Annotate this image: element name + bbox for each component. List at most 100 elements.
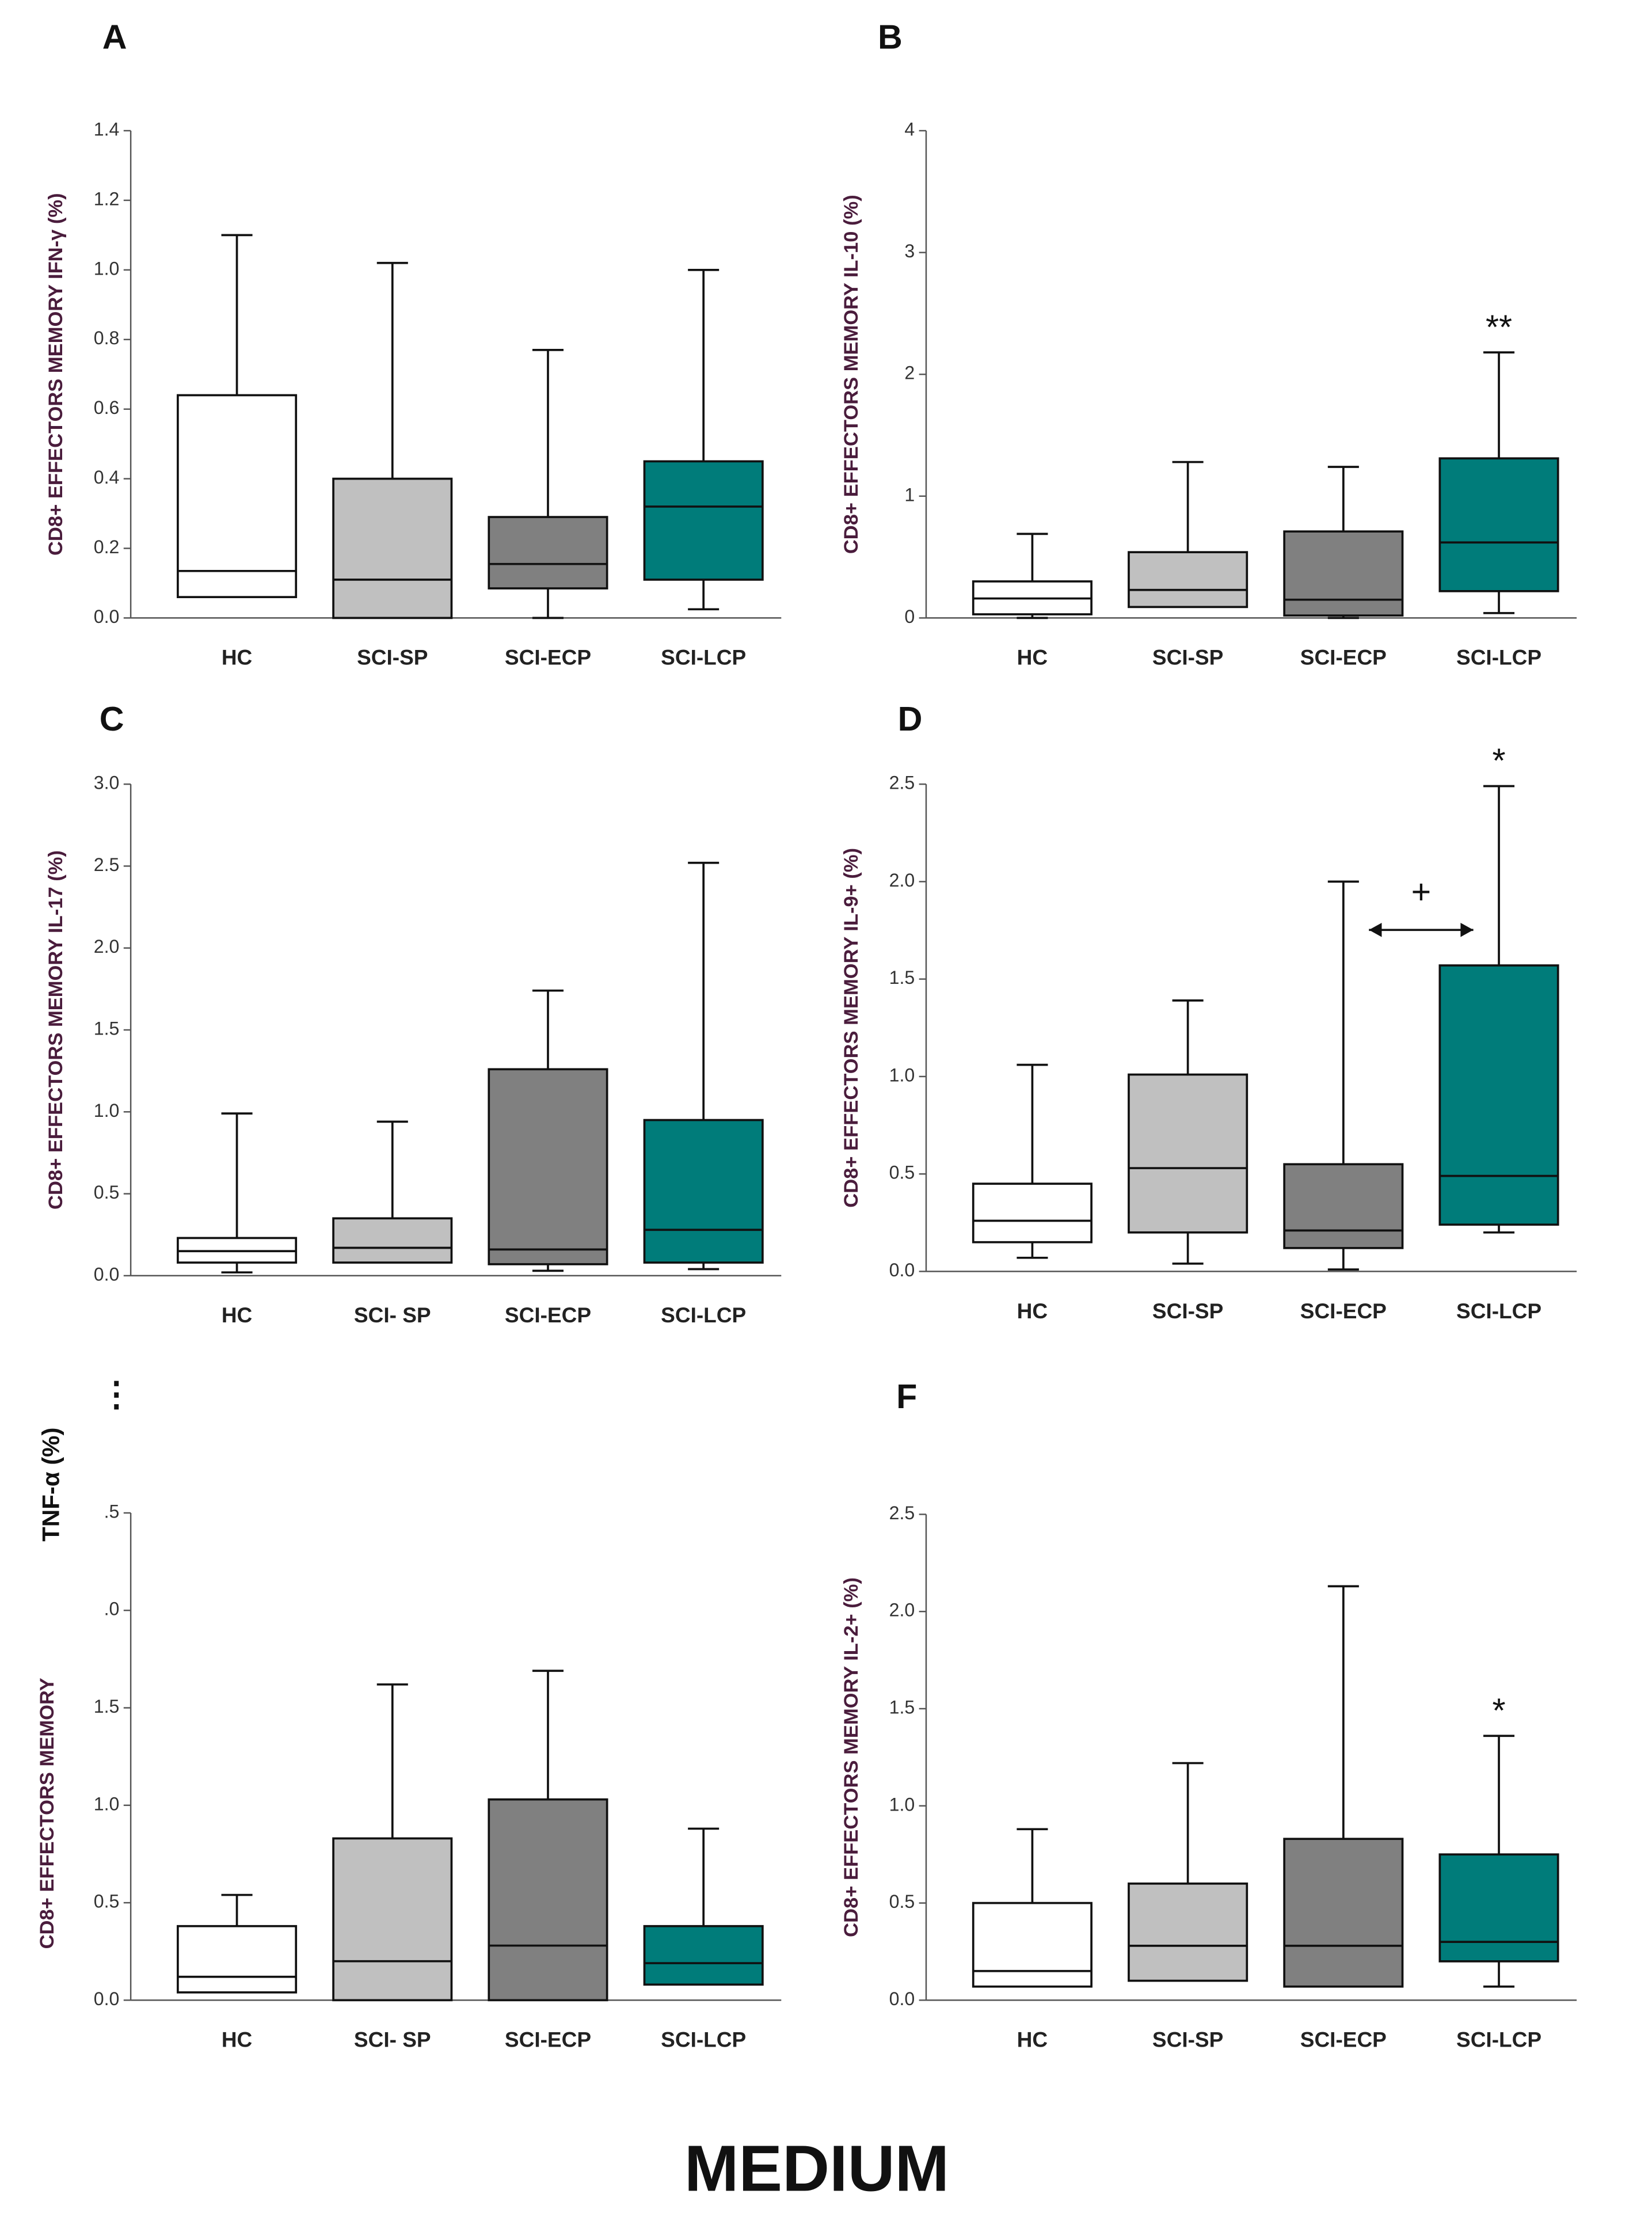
y-axis-label: CD8+ EFFECTORS MEMORY IL-17 (%) xyxy=(45,850,67,1210)
y-tick-label: 0.2 xyxy=(94,537,120,557)
x-tick-label: HC xyxy=(1017,645,1048,670)
y-axis-label-unit: TNF-α (%) xyxy=(37,1428,64,1542)
y-tick-label: 0.0 xyxy=(94,606,120,627)
panel-label: A xyxy=(102,18,127,56)
y-tick-label: 1.5 xyxy=(889,1697,915,1717)
x-tick-label: SCI-SP xyxy=(1152,1299,1223,1323)
y-tick-label: 0 xyxy=(904,606,915,627)
y-tick-label: 2.0 xyxy=(889,870,915,891)
y-tick-label: 0.5 xyxy=(889,1162,915,1183)
y-tick-label: 2.0 xyxy=(94,936,120,957)
x-tick-label: SCI-SP xyxy=(357,645,428,670)
y-tick-label: 3 xyxy=(904,241,915,261)
y-tick-label: .5 xyxy=(104,1501,120,1522)
y-tick-label: 2.5 xyxy=(889,1503,915,1523)
x-tick-label: SCI-ECP xyxy=(505,1303,591,1327)
panel-label: C xyxy=(100,699,124,738)
x-tick-label: SCI-SP xyxy=(1152,645,1223,670)
box xyxy=(1438,1853,1559,1963)
y-tick-label: 3.0 xyxy=(94,773,120,793)
y-tick-label: 1.4 xyxy=(94,119,120,139)
x-tick-label: SCI-ECP xyxy=(1300,1299,1387,1323)
y-tick-label: 0.4 xyxy=(94,467,120,488)
y-axis-label: CD8+ EFFECTORS MEMORY IL-9+ (%) xyxy=(840,848,862,1208)
x-tick-label: SCI-LCP xyxy=(1456,1299,1541,1323)
y-axis-label: CD8+ EFFECTORS MEMORY IFN-γ (%) xyxy=(45,193,67,556)
y-tick-label: 0.0 xyxy=(889,1260,915,1280)
x-tick-label: SCI-LCP xyxy=(661,645,746,670)
y-tick-label: 1.0 xyxy=(889,1794,915,1815)
y-axis-label: CD8+ EFFECTORS MEMORY xyxy=(36,1678,58,1949)
box xyxy=(1283,1163,1404,1249)
x-tick-label: SCI-SP xyxy=(1152,2028,1223,2052)
y-tick-label: 4 xyxy=(904,119,915,139)
y-tick-label: 1.0 xyxy=(94,1793,120,1814)
box xyxy=(488,1798,608,2002)
y-tick-label: 2.0 xyxy=(889,1600,915,1621)
box xyxy=(1128,1073,1248,1234)
figure-title: MEDIUM xyxy=(684,2132,949,2205)
panel-label: ⋮ xyxy=(100,1374,134,1413)
box xyxy=(1128,1882,1248,1982)
y-tick-label: 0.8 xyxy=(94,328,120,348)
comparison-mark: + xyxy=(1411,872,1432,911)
x-tick-label: HC xyxy=(222,2028,252,2052)
y-tick-label: 0.0 xyxy=(889,1988,915,2009)
y-tick-label: 1.0 xyxy=(889,1064,915,1085)
y-tick-label: 0.0 xyxy=(94,1264,120,1284)
arrow-head xyxy=(1369,922,1474,937)
panel-label: F xyxy=(896,1377,917,1416)
x-tick-label: HC xyxy=(222,1303,252,1327)
x-tick-label: SCI-ECP xyxy=(1300,645,1387,670)
y-tick-label: 0.5 xyxy=(94,1182,120,1203)
y-axis-label: CD8+ EFFECTORS MEMORY IL-10 (%) xyxy=(840,195,862,554)
y-tick-label: 2.5 xyxy=(94,854,120,875)
box xyxy=(488,1068,608,1265)
box xyxy=(177,1925,298,1994)
box xyxy=(332,477,453,619)
y-tick-label: 1 xyxy=(904,484,915,505)
box xyxy=(643,1925,764,1986)
box xyxy=(643,1119,764,1264)
box xyxy=(177,394,298,598)
box xyxy=(488,516,608,590)
box xyxy=(1283,530,1404,617)
x-tick-label: HC xyxy=(1017,2028,1048,2052)
y-tick-label: 0.6 xyxy=(94,397,120,418)
box xyxy=(972,1902,1093,1988)
significance-mark: * xyxy=(1493,1691,1506,1729)
significance-mark: * xyxy=(1493,741,1506,780)
y-axis-label: CD8+ EFFECTORS MEMORY IL-2+ (%) xyxy=(840,1577,862,1937)
x-tick-label: HC xyxy=(1017,1299,1048,1323)
x-tick-label: SCI-ECP xyxy=(1300,2028,1387,2052)
y-tick-label: 1.0 xyxy=(94,258,120,279)
y-tick-label: 1.0 xyxy=(94,1100,120,1121)
y-tick-label: 0.5 xyxy=(889,1891,915,1912)
panel-label: B xyxy=(878,18,903,56)
box xyxy=(643,460,764,581)
x-tick-label: SCI- SP xyxy=(354,1303,431,1327)
x-tick-label: SCI-LCP xyxy=(1456,2028,1541,2052)
y-tick-label: 0.0 xyxy=(94,1988,120,2009)
box xyxy=(332,1837,453,2002)
x-tick-label: SCI-LCP xyxy=(1456,645,1541,670)
y-tick-label: 1.2 xyxy=(94,188,120,209)
box xyxy=(1283,1838,1404,1988)
y-tick-label: 2.5 xyxy=(889,773,915,793)
y-tick-label: 1.5 xyxy=(889,967,915,988)
y-tick-label: 2 xyxy=(904,363,915,383)
y-tick-label: 1.5 xyxy=(94,1696,120,1717)
x-tick-label: SCI-LCP xyxy=(661,1303,746,1327)
y-tick-label: 0.5 xyxy=(94,1891,120,1912)
y-tick-label: 1.5 xyxy=(94,1018,120,1039)
x-tick-label: SCI-ECP xyxy=(505,2028,591,2052)
x-tick-label: SCI-LCP xyxy=(661,2028,746,2052)
box xyxy=(972,1182,1093,1244)
y-tick-label: .0 xyxy=(104,1599,120,1619)
box xyxy=(332,1217,453,1264)
box xyxy=(1438,457,1559,592)
x-tick-label: SCI- SP xyxy=(354,2028,431,2052)
x-tick-label: SCI-ECP xyxy=(505,645,591,670)
box xyxy=(1128,551,1248,609)
